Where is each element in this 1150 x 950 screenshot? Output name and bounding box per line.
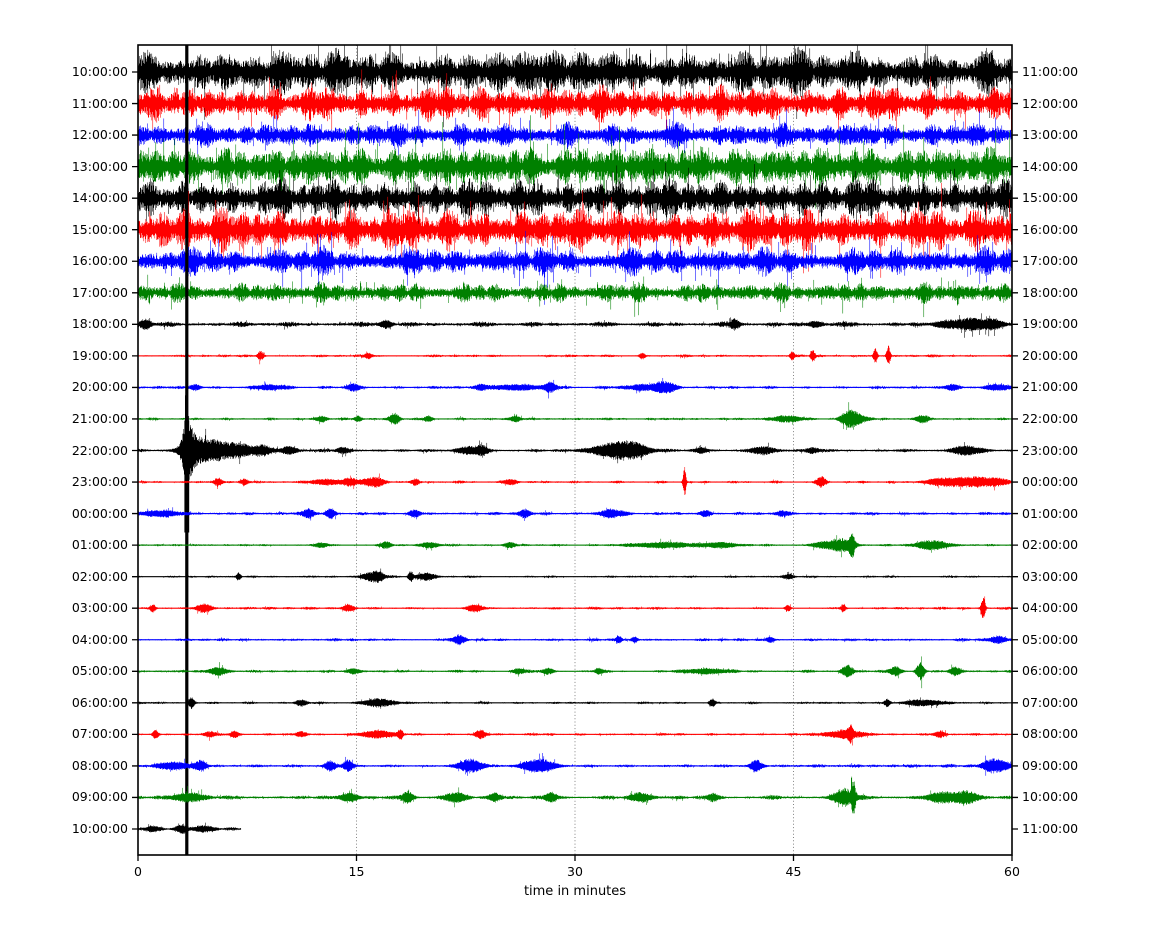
left-tick-label-utc: 00:00:00 xyxy=(71,505,128,521)
right-tick-label-local: 23:00:00 xyxy=(1022,442,1079,458)
left-tick-label-utc: 10:00:00 xyxy=(71,821,128,836)
right-tick-label-local: 13:00:00 xyxy=(1022,127,1079,143)
left-tick-label-utc: 11:00:00 xyxy=(71,95,128,111)
left-tick-label-utc: 16:00:00 xyxy=(71,253,128,269)
right-tick-label-local: 20:00:00 xyxy=(1022,347,1079,363)
x-tick-label: 60 xyxy=(1004,864,1020,879)
right-tick-label-local: 14:00:00 xyxy=(1022,158,1079,174)
right-tick-label-local: 21:00:00 xyxy=(1022,379,1079,395)
right-tick-label-local: 11:00:00 xyxy=(1022,64,1079,79)
right-tick-label-local: 19:00:00 xyxy=(1022,316,1079,332)
left-tick-label-utc: 08:00:00 xyxy=(71,757,128,773)
x-tick-label: 15 xyxy=(348,864,365,879)
right-tick-label-local: 11:00:00 xyxy=(1022,821,1079,836)
left-tick-label-utc: 15:00:00 xyxy=(71,221,128,237)
left-tick-label-utc: 23:00:00 xyxy=(71,474,128,490)
left-tick-label-utc: 10:00:00 xyxy=(71,64,128,79)
left-tick-label-utc: 09:00:00 xyxy=(71,789,128,805)
right-tick-label-local: 01:00:00 xyxy=(1022,505,1079,521)
right-tick-label-local: 16:00:00 xyxy=(1022,221,1079,237)
right-tick-label-local: 07:00:00 xyxy=(1022,694,1079,710)
right-tick-label-local: 18:00:00 xyxy=(1022,284,1079,300)
left-tick-label-utc: 19:00:00 xyxy=(71,347,128,363)
right-tick-label-local: 05:00:00 xyxy=(1022,631,1079,647)
left-tick-label-utc: 12:00:00 xyxy=(71,127,128,143)
right-tick-label-local: 00:00:00 xyxy=(1022,474,1079,490)
right-tick-label-local: 12:00:00 xyxy=(1022,95,1079,111)
left-tick-label-utc: 02:00:00 xyxy=(71,568,128,584)
left-tick-label-utc: 17:00:00 xyxy=(71,284,128,300)
right-tick-label-local: 08:00:00 xyxy=(1022,726,1079,742)
left-tick-label-utc: 21:00:00 xyxy=(71,410,128,426)
right-tick-label-local: 17:00:00 xyxy=(1022,253,1079,269)
left-tick-label-utc: 03:00:00 xyxy=(71,600,128,616)
left-tick-label-utc: 20:00:00 xyxy=(71,379,128,395)
x-axis-label: time in minutes xyxy=(523,884,627,899)
left-tick-label-utc: 22:00:00 xyxy=(71,442,128,458)
right-tick-label-local: 06:00:00 xyxy=(1022,663,1079,679)
right-tick-label-local: 02:00:00 xyxy=(1022,537,1079,553)
left-tick-label-utc: 07:00:00 xyxy=(71,726,128,742)
left-tick-label-utc: 18:00:00 xyxy=(71,316,128,332)
x-tick-label: 0 xyxy=(134,864,142,879)
left-tick-label-utc: 14:00:00 xyxy=(71,190,128,206)
right-tick-label-local: 09:00:00 xyxy=(1022,757,1079,773)
left-tick-label-utc: 05:00:00 xyxy=(71,663,128,679)
right-tick-label-local: 03:00:00 xyxy=(1022,568,1079,584)
left-tick-label-utc: 13:00:00 xyxy=(71,158,128,174)
right-tick-label-local: 10:00:00 xyxy=(1022,789,1079,805)
x-tick-label: 45 xyxy=(785,864,802,879)
x-tick-label: 30 xyxy=(567,864,583,879)
right-tick-label-local: 22:00:00 xyxy=(1022,410,1079,426)
left-tick-label-utc: 04:00:00 xyxy=(71,631,128,647)
left-tick-label-utc: 06:00:00 xyxy=(71,694,128,710)
right-tick-label-local: 04:00:00 xyxy=(1022,600,1079,616)
right-tick-label-local: 15:00:00 xyxy=(1022,190,1079,206)
left-tick-label-utc: 01:00:00 xyxy=(71,537,128,553)
